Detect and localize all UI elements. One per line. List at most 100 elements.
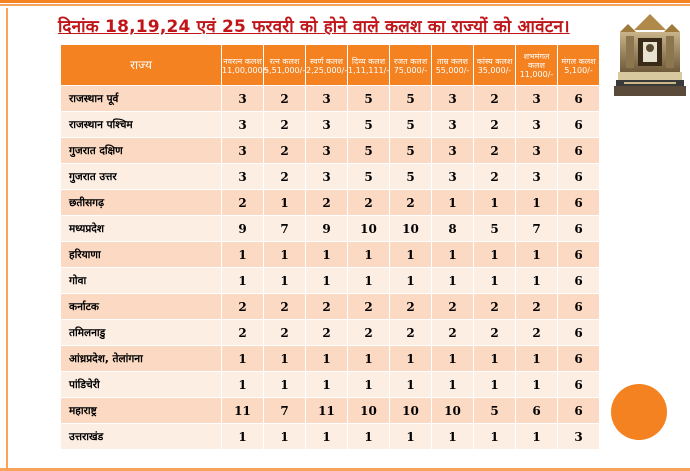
allocation-count-cell: 8 — [431, 215, 474, 242]
allocation-count-cell: 1 — [305, 423, 348, 450]
table-row: राजस्थान पूर्व 3 2 3 5 5 3 2 3 6 — [60, 85, 600, 112]
allocation-count-cell: 3 — [305, 163, 348, 190]
allocation-count-cell: 2 — [263, 111, 306, 138]
table-row: उत्तराखंड 1 1 1 1 1 1 1 1 3 — [60, 423, 600, 450]
allocation-count-cell: 1 — [263, 189, 306, 216]
column-header-price: 2,25,000/- — [306, 65, 348, 75]
column-header-name: रत्न कलश — [269, 56, 300, 66]
allocation-count-cell: 1 — [473, 345, 516, 372]
allocation-count-cell: 5 — [347, 163, 390, 190]
allocation-count-cell: 1 — [347, 241, 390, 268]
table-row: तमिलनाडु 2 2 2 2 2 2 2 2 6 — [60, 319, 600, 346]
temple-icon — [614, 12, 686, 96]
allocation-count-cell: 7 — [263, 215, 306, 242]
allocation-count-cell: 5 — [473, 215, 516, 242]
allocation-count-cell: 3 — [515, 163, 558, 190]
column-header-price: 5,100/- — [564, 65, 593, 75]
column-header-name: स्वर्ण कलश — [310, 56, 343, 66]
allocation-count-cell: 2 — [263, 319, 306, 346]
state-column-header: राज्य — [60, 44, 222, 86]
table-header-row: राज्य नवरत्न कलश 11,00,000/- रत्न कलश 5,51,… — [60, 44, 600, 86]
top-border-line — [0, 4, 690, 6]
left-border — [6, 8, 8, 471]
allocation-count-cell: 1 — [305, 241, 348, 268]
table-row: पांडिचेरी 1 1 1 1 1 1 1 1 6 — [60, 371, 600, 398]
allocation-count-cell: 6 — [557, 189, 600, 216]
allocation-count-cell: 1 — [221, 241, 264, 268]
allocation-count-cell: 3 — [305, 85, 348, 112]
column-header: दिव्य कलश 1,11,111/- — [347, 44, 390, 86]
allocation-count-cell: 6 — [557, 267, 600, 294]
allocation-count-cell: 1 — [263, 267, 306, 294]
allocation-count-cell: 1 — [515, 189, 558, 216]
allocation-count-cell: 2 — [263, 85, 306, 112]
allocation-count-cell: 1 — [305, 345, 348, 372]
state-name-cell: कर्नाटक — [60, 293, 222, 320]
column-header: ताम्र कलश 55,000/- — [431, 44, 474, 86]
allocation-count-cell: 1 — [389, 423, 432, 450]
column-header: नवरत्न कलश 11,00,000/- — [221, 44, 269, 86]
allocation-count-cell: 5 — [347, 85, 390, 112]
column-header: रत्न कलश 5,51,000/- — [263, 44, 306, 86]
table-row: आंध्रप्रदेश, तेलांगना 1 1 1 1 1 1 1 1 6 — [60, 345, 600, 372]
allocation-count-cell: 1 — [221, 371, 264, 398]
allocation-count-cell: 2 — [347, 189, 390, 216]
allocation-count-cell: 1 — [515, 241, 558, 268]
column-header-price: 11,00,000/- — [222, 65, 269, 75]
allocation-count-cell: 2 — [515, 319, 558, 346]
allocation-count-cell: 1 — [389, 241, 432, 268]
column-header: रजत कलश 75,000/- — [389, 44, 432, 86]
top-border — [0, 0, 690, 8]
allocation-count-cell: 5 — [389, 111, 432, 138]
allocation-count-cell: 10 — [389, 397, 432, 424]
allocation-count-cell: 9 — [305, 215, 348, 242]
allocation-count-cell: 1 — [473, 189, 516, 216]
allocation-count-cell: 1 — [473, 371, 516, 398]
allocation-count-cell: 2 — [431, 293, 474, 320]
column-header-name: दिव्य कलश — [351, 56, 386, 66]
allocation-count-cell: 3 — [431, 85, 474, 112]
allocation-count-cell: 6 — [557, 319, 600, 346]
allocation-count-cell: 1 — [221, 345, 264, 372]
table-row: राजस्थान पश्चिम 3 2 3 5 5 3 2 3 6 — [60, 111, 600, 138]
allocation-count-cell: 11 — [221, 397, 264, 424]
allocation-count-cell: 2 — [221, 293, 264, 320]
state-name-cell: गुजरात दक्षिण — [60, 137, 222, 164]
table-row: गुजरात दक्षिण 3 2 3 5 5 3 2 3 6 — [60, 137, 600, 164]
allocation-count-cell: 1 — [515, 423, 558, 450]
allocation-count-cell: 2 — [221, 319, 264, 346]
allocation-count-cell: 2 — [221, 189, 264, 216]
allocation-count-cell: 1 — [305, 371, 348, 398]
allocation-count-cell: 2 — [389, 319, 432, 346]
allocation-count-cell: 2 — [305, 319, 348, 346]
allocation-count-cell: 5 — [389, 85, 432, 112]
table-row: गुजरात उत्तर 3 2 3 5 5 3 2 3 6 — [60, 163, 600, 190]
state-name-cell: गुजरात उत्तर — [60, 163, 222, 190]
allocation-count-cell: 1 — [263, 241, 306, 268]
allocation-count-cell: 3 — [305, 137, 348, 164]
column-header-price: 5,51,000/- — [264, 65, 306, 75]
allocation-count-cell: 6 — [557, 345, 600, 372]
state-name-cell: गोवा — [60, 267, 222, 294]
decorative-orange-circle — [611, 384, 667, 440]
column-header-name: शभमंगल कलश — [523, 52, 550, 70]
allocation-count-cell: 1 — [305, 267, 348, 294]
column-header: शभमंगल कलश 11,000/- — [515, 44, 558, 86]
column-header-price: 1,11,111/- — [348, 65, 390, 75]
allocation-count-cell: 3 — [431, 163, 474, 190]
column-header-price: 75,000/- — [393, 65, 428, 75]
column-header: कांस्य कलश 35,000/- — [473, 44, 516, 86]
allocation-count-cell: 1 — [263, 371, 306, 398]
table-row: महाराष्ट्र 11 7 11 10 10 10 5 6 6 — [60, 397, 600, 424]
allocation-count-cell: 3 — [221, 163, 264, 190]
column-header-price: 35,000/- — [477, 65, 512, 75]
table-row: हरियाणा 1 1 1 1 1 1 1 1 6 — [60, 241, 600, 268]
temple-emblem-image — [614, 12, 686, 96]
allocation-count-cell: 1 — [263, 423, 306, 450]
allocation-count-cell: 2 — [389, 189, 432, 216]
allocation-count-cell: 1 — [473, 241, 516, 268]
allocation-count-cell: 2 — [347, 293, 390, 320]
allocation-count-cell: 1 — [515, 267, 558, 294]
allocation-count-cell: 2 — [389, 293, 432, 320]
column-header-name: रजत कलश — [393, 56, 428, 66]
